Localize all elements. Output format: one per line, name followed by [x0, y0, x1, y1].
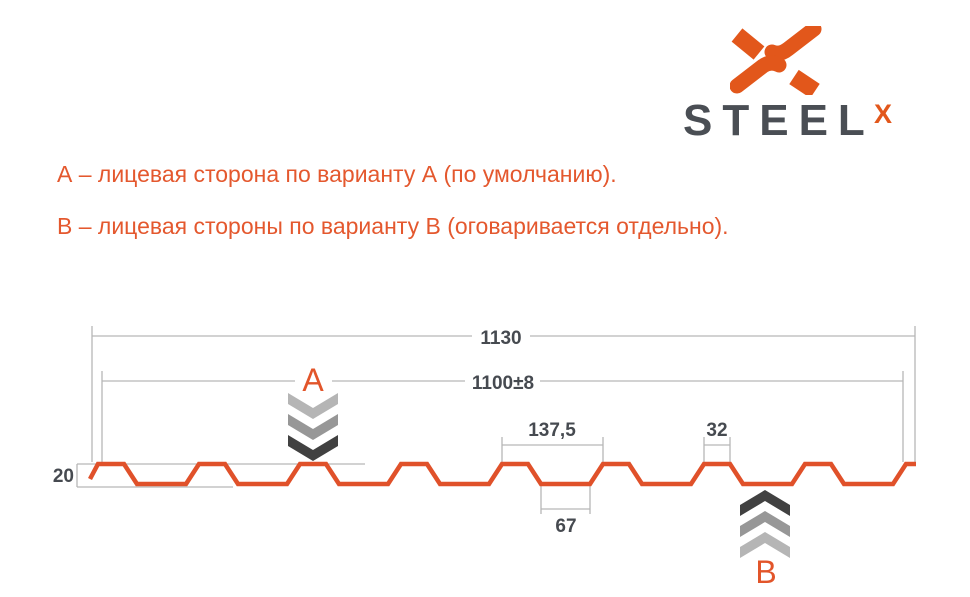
dim-label-20: 20 [53, 466, 74, 487]
note-variant-b: В – лицевая стороны по варианту В (огова… [57, 213, 729, 239]
dim-total-1130: 1130 [91, 326, 916, 462]
dim-pitch-137-5: 137,5 [501, 420, 604, 462]
dim-label-1100: 1100±8 [472, 373, 534, 394]
dim-cover-1100: 1100±8 [101, 371, 904, 462]
logo-bar-bottom-right [789, 69, 820, 95]
marker-front-a: А [288, 362, 338, 461]
chevrons-down-icon [288, 393, 338, 461]
marker-b-label: В [755, 554, 776, 590]
dim-label-1130: 1130 [480, 328, 521, 349]
logo-arm-bottom-left [730, 55, 787, 94]
logo-bar-top-left [731, 28, 765, 60]
dim-height-20: 20 [53, 463, 365, 488]
steelx-logo: STEEL X [660, 10, 940, 160]
marker-a-label: А [302, 362, 324, 398]
marker-front-b: В [740, 490, 790, 590]
dim-label-137-5: 137,5 [528, 420, 576, 441]
logo-brand-text: STEEL [683, 96, 875, 145]
marker-a-backplate [295, 363, 332, 393]
dim-label-67: 67 [555, 516, 576, 537]
steelx-x-mark-icon [730, 26, 822, 95]
dim-rib-32: 32 [703, 420, 731, 462]
logo-arm-top-right [764, 26, 822, 61]
dim-valley-67: 67 [540, 486, 591, 537]
note-variant-a: А – лицевая сторона по варианту А (по ум… [57, 161, 617, 187]
chevrons-up-icon [740, 490, 790, 558]
dim-label-32: 32 [706, 420, 727, 441]
logo-sup-x: X [874, 99, 893, 129]
profile-line [88, 461, 916, 487]
